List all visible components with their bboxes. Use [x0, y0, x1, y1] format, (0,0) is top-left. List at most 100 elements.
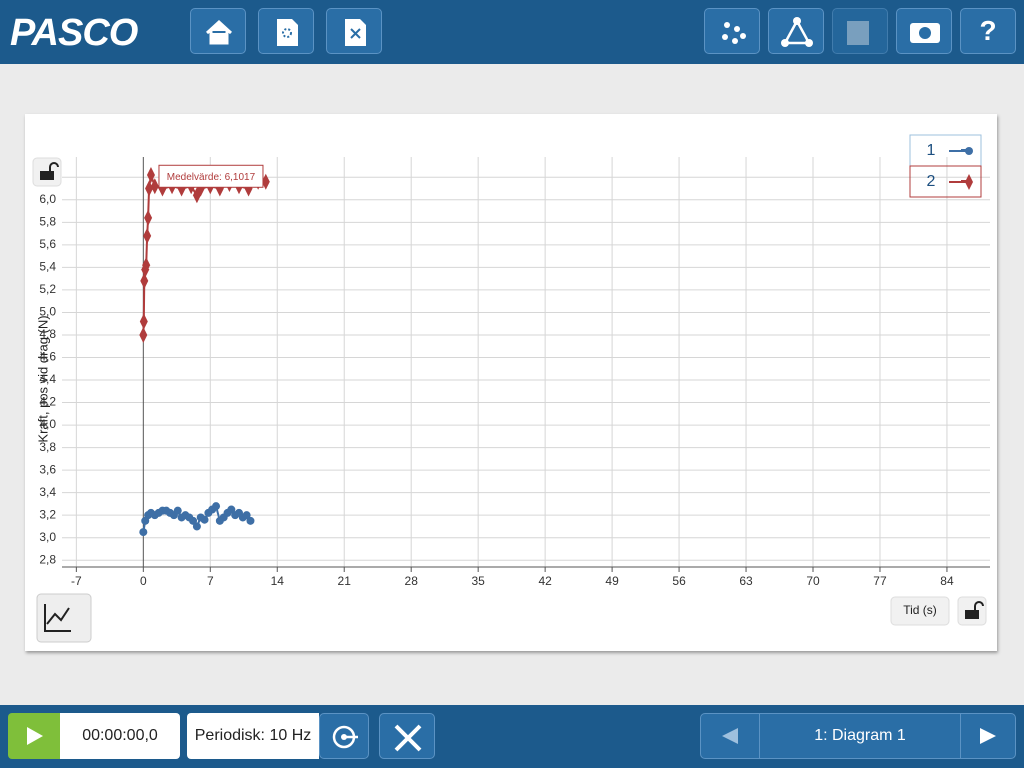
graph-card: Kraft, pos vid drag (N) Tid (s) 2,8 3,0 3,…: [25, 114, 997, 651]
data-point: [261, 173, 270, 190]
x-tick-label: 0: [140, 574, 147, 588]
icon: [27, 727, 43, 745]
data-point: [142, 257, 151, 274]
legend-label: 2: [927, 173, 936, 190]
y-tick-label: 4,8: [39, 327, 56, 341]
data-point: [242, 511, 251, 520]
hardware-setup[interactable]: [379, 713, 435, 759]
next-page[interactable]: [959, 714, 1017, 758]
y-tick-label: 3,6: [39, 462, 56, 476]
y-tick-label: 5,4: [39, 260, 56, 274]
data-point: [246, 516, 255, 525]
top-toolbar: PASCO ?: [0, 0, 1024, 64]
y-tick-label: 5,0: [39, 305, 56, 319]
icon: [205, 19, 233, 45]
x-tick-label: 42: [538, 574, 552, 588]
y-tick-label: 2,8: [39, 552, 56, 566]
data-point: [158, 180, 167, 197]
y-axis-label: Kraft, pos vid drag (N): [35, 315, 50, 442]
data-point: [965, 147, 973, 155]
data-point: [140, 272, 149, 289]
icon: [44, 604, 71, 632]
x-tick-label: 7: [207, 574, 214, 588]
icon: [847, 21, 869, 45]
data-point: [200, 515, 209, 524]
data-point: [139, 528, 148, 537]
y-tick-label: 4,2: [39, 395, 56, 409]
y-tick-label: 3,0: [39, 530, 56, 544]
x-tick-label: 14: [271, 574, 285, 588]
x-tick-label: 35: [471, 574, 485, 588]
annotate-button[interactable]: [832, 8, 888, 54]
snapshot-button[interactable]: [896, 8, 952, 54]
data-point: [139, 313, 148, 330]
y-tick-label: 4,0: [39, 417, 56, 431]
data-point: [144, 209, 153, 226]
data-point: [189, 516, 198, 525]
icon: [722, 22, 746, 44]
prev-page[interactable]: [701, 714, 759, 758]
icon: [394, 724, 422, 752]
legend-entry[interactable]: [909, 165, 982, 198]
logo: PASCO: [10, 12, 138, 54]
y-tick-label: 3,4: [39, 485, 56, 499]
y-tick-label: 5,8: [39, 215, 56, 229]
chart: Kraft, pos vid drag (N) Tid (s) 2,8 3,0 3,…: [32, 134, 990, 643]
data-point: [227, 505, 236, 514]
icon: [910, 23, 940, 43]
start-button[interactable]: [8, 713, 60, 759]
data-point: [150, 178, 159, 195]
data-point: [173, 506, 182, 515]
y-tick-label: 4,6: [39, 350, 56, 364]
data-point: [192, 522, 201, 531]
timer: 00:00:00,0: [60, 713, 180, 759]
series-line: [142, 174, 266, 336]
bottom-toolbar: 00:00:00,0 Periodisk: 10 Hz 1: Diagram 1: [0, 705, 1024, 768]
y-tick-label: 4,4: [39, 372, 56, 386]
data-point: [139, 326, 148, 343]
legend-label: 1: [927, 142, 936, 159]
lock-icon: [40, 171, 54, 180]
page-title[interactable]: 1: Diagram 1: [759, 714, 961, 758]
data-point: [177, 180, 186, 197]
x-tick-label: 70: [806, 574, 820, 588]
sampling-rate[interactable]: Periodisk: 10 Hz: [187, 713, 319, 759]
home-button[interactable]: [190, 8, 246, 54]
icon: [345, 19, 366, 46]
lock-icon: [49, 162, 59, 171]
x-tick-label: 63: [739, 574, 753, 588]
x-tick-label: -7: [71, 574, 82, 588]
data-button[interactable]: [704, 8, 760, 54]
data-point: [212, 502, 221, 511]
x-tick-label: 84: [940, 574, 954, 588]
y-tick-label: 3,8: [39, 440, 56, 454]
x-tick-label: 77: [873, 574, 887, 588]
close-button[interactable]: [326, 8, 382, 54]
icon: [781, 17, 813, 47]
data-point: [196, 180, 205, 197]
tools-button[interactable]: [768, 8, 824, 54]
data-point: [145, 180, 154, 197]
x-tick-label: 56: [672, 574, 686, 588]
data-point: [965, 174, 973, 190]
help-button[interactable]: ?: [960, 8, 1016, 54]
data-point: [143, 227, 152, 244]
data-point: [244, 180, 253, 197]
annotation: Medelvärde: 6,1017: [167, 172, 256, 183]
x-tick-label: 28: [405, 574, 419, 588]
y-tick-label: 3,2: [39, 507, 56, 521]
page-navigator: 1: Diagram 1: [700, 713, 1016, 759]
x-axis-label: Tid (s): [903, 603, 937, 617]
sampling-options[interactable]: [319, 713, 369, 759]
y-tick-label: 5,6: [39, 237, 56, 251]
y-tick-label: 6,0: [39, 192, 56, 206]
icon: [332, 725, 358, 749]
x-tick-label: 21: [338, 574, 352, 588]
x-tick-label: 49: [605, 574, 619, 588]
new-button[interactable]: [258, 8, 314, 54]
icon: [277, 19, 298, 46]
y-tick-label: 5,2: [39, 282, 56, 296]
x-axis-button[interactable]: [890, 596, 950, 626]
lock-icon: [974, 601, 984, 610]
